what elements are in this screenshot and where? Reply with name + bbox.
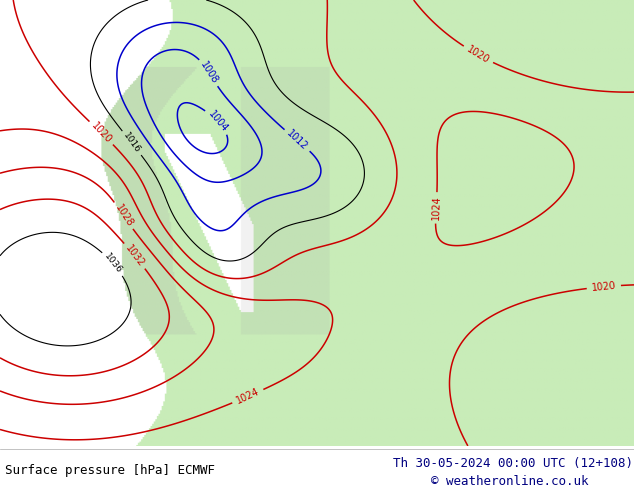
Text: 1012: 1012 xyxy=(285,128,309,152)
Text: 1036: 1036 xyxy=(103,252,124,275)
Text: Surface pressure [hPa] ECMWF: Surface pressure [hPa] ECMWF xyxy=(5,464,215,477)
Text: 1004: 1004 xyxy=(206,109,230,134)
Text: 1020: 1020 xyxy=(465,44,491,66)
Text: Th 30-05-2024 00:00 UTC (12+108): Th 30-05-2024 00:00 UTC (12+108) xyxy=(393,457,633,469)
Text: 1020: 1020 xyxy=(89,121,113,146)
Text: 1008: 1008 xyxy=(198,60,220,86)
Text: 1028: 1028 xyxy=(113,203,134,229)
Text: 1016: 1016 xyxy=(122,131,142,155)
Text: © weatheronline.co.uk: © weatheronline.co.uk xyxy=(431,475,588,488)
Text: 1024: 1024 xyxy=(430,196,442,220)
Text: 1032: 1032 xyxy=(124,243,146,269)
Text: 1020: 1020 xyxy=(591,281,616,293)
Text: 1024: 1024 xyxy=(235,387,261,406)
